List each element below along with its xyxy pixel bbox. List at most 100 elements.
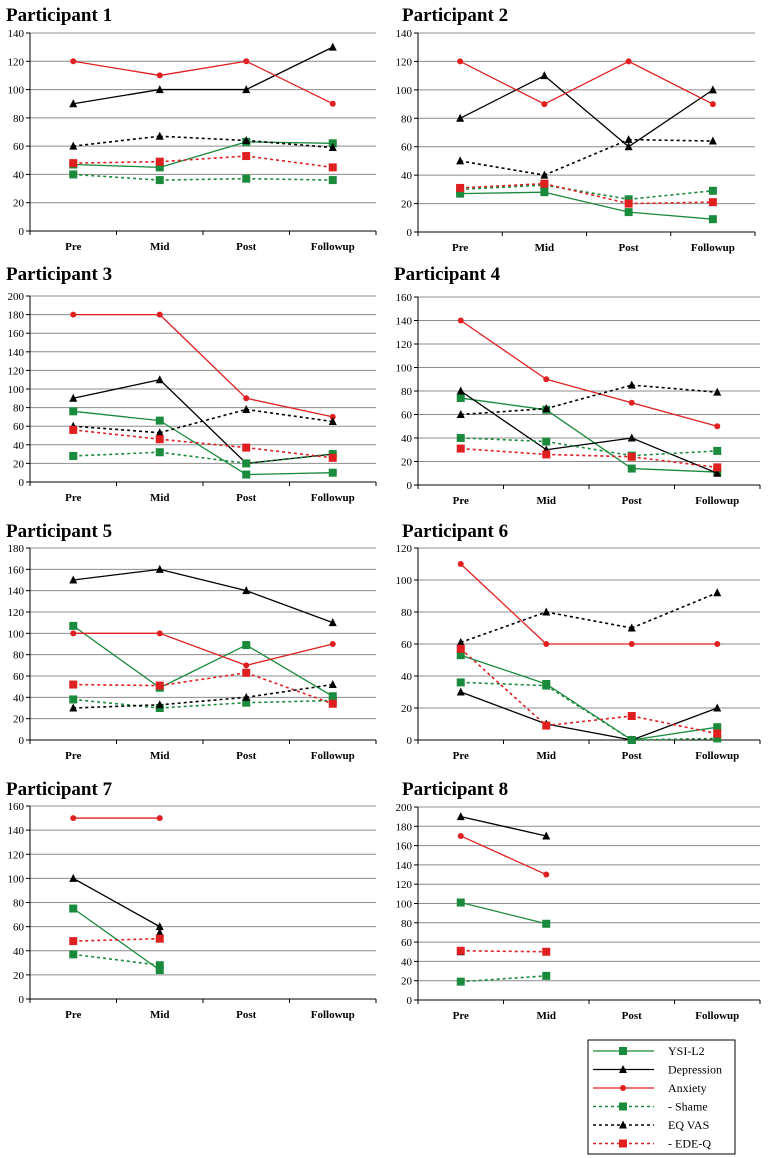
data-point [713, 723, 722, 732]
chart-participant-4: Participant 4 0 20 40 60 80 100 120 140 160 Pre Mid… [394, 264, 761, 507]
data-point [155, 564, 164, 573]
series-segment [628, 211, 713, 220]
data-point [155, 928, 164, 937]
y-tick-label: 40 [401, 671, 413, 683]
data-point [713, 463, 722, 472]
y-tick-label: 160 [8, 801, 25, 813]
series-segment [459, 60, 545, 105]
series-segment [460, 949, 547, 953]
series-eq-vas [69, 680, 337, 712]
data-point [69, 575, 78, 584]
series-segment [546, 384, 632, 410]
x-category-label: Pre [65, 492, 81, 504]
data-point [69, 425, 78, 434]
data-point [540, 170, 549, 179]
series-segment [246, 397, 333, 418]
x-category-label: Followup [311, 1009, 355, 1021]
y-tick-label: 40 [401, 433, 413, 445]
y-tick-label: 0 [19, 226, 25, 238]
series-depression [69, 873, 164, 931]
data-point [542, 919, 551, 928]
data-point [628, 399, 635, 406]
data-point [328, 417, 337, 426]
series-segment [543, 75, 630, 148]
series-segment [73, 163, 160, 169]
series-segment [159, 60, 247, 77]
data-point [328, 692, 337, 701]
series-shame [456, 181, 717, 204]
series-segment [246, 155, 333, 169]
series-segment [544, 191, 629, 213]
series-segment [73, 379, 160, 399]
data-point [155, 85, 164, 94]
data-point [542, 607, 551, 616]
data-point [155, 681, 164, 690]
series-eq-vas [69, 131, 337, 152]
series-anxiety [457, 317, 721, 430]
data-point [155, 375, 164, 384]
series-segment [159, 141, 247, 168]
series-segment [73, 568, 160, 581]
data-point [242, 586, 251, 595]
y-tick-label: 60 [401, 410, 413, 422]
data-point [69, 873, 78, 882]
y-tick-label: 120 [396, 543, 413, 555]
series-anxiety [70, 815, 163, 822]
data-point [714, 423, 721, 430]
series-segment [73, 173, 160, 181]
series-segment [460, 447, 547, 456]
y-tick-label: 100 [396, 85, 413, 97]
series-ede-q [456, 946, 551, 956]
series-segment [628, 60, 714, 105]
x-category-label: Pre [65, 750, 81, 762]
y-tick-label: 120 [8, 607, 25, 619]
data-point [456, 434, 465, 442]
data-point [242, 641, 251, 650]
data-point [242, 174, 251, 183]
y-tick-label: 60 [13, 671, 25, 683]
data-point [329, 413, 336, 420]
y-tick-label: 20 [401, 457, 413, 469]
series-segment [460, 390, 547, 451]
data-point [328, 699, 337, 708]
chart-participant-7: Participant 7 0 20 40 60 80 100 120 140 160 Pre Mid… [6, 779, 377, 1021]
data-point [456, 410, 465, 418]
series-segment [460, 901, 547, 925]
series-anxiety [457, 58, 716, 108]
data-point [156, 72, 163, 79]
data-point [70, 815, 77, 822]
data-point [542, 971, 551, 980]
y-tick-label: 200 [396, 802, 413, 814]
x-category-label: Followup [311, 241, 355, 253]
series-segment [631, 384, 718, 393]
legend-entry-ysi-l2: YSI-L2 [593, 1044, 705, 1058]
y-tick-label: 180 [8, 310, 25, 322]
series-segment [546, 440, 632, 457]
series-segment [246, 139, 333, 149]
data-point [713, 387, 722, 396]
chart-participant-3: Participant 3 0 20 40 60 80 100 120 140 160 180 200… [6, 264, 377, 504]
data-point [155, 700, 164, 709]
x-category-label: Followup [695, 495, 739, 507]
chart-title: Participant 7 [6, 779, 113, 800]
y-tick-label: 100 [8, 628, 25, 640]
data-point [456, 812, 465, 821]
data-point [708, 136, 717, 145]
series-segment [545, 684, 633, 741]
data-point [543, 871, 550, 878]
series-shame [456, 678, 722, 744]
data-point [155, 176, 164, 185]
series-anxiety [70, 58, 336, 107]
data-point [328, 42, 337, 51]
y-tick-label: 80 [13, 650, 25, 662]
data-point [69, 703, 78, 712]
y-tick-label: 140 [396, 316, 413, 328]
x-category-label: Mid [536, 1010, 556, 1022]
y-tick-label: 140 [396, 860, 413, 872]
series-segment [546, 611, 632, 629]
data-point [457, 832, 464, 839]
chart-title: Participant 3 [6, 264, 112, 285]
y-tick-label: 40 [13, 169, 25, 181]
legend-label: Depression [668, 1063, 722, 1077]
